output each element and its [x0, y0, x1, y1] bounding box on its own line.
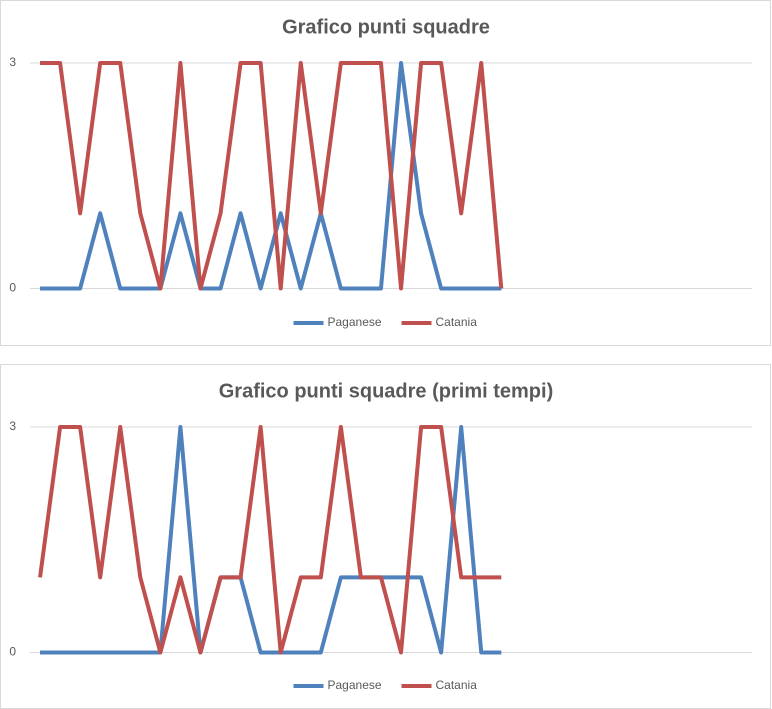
line-series: [40, 425, 502, 655]
y-tick-label: 0: [9, 281, 16, 295]
line-series: [38, 425, 502, 655]
y-tick-label: 3: [9, 55, 16, 69]
legend-label: Paganese: [328, 315, 382, 329]
chart-title: Grafico punti squadre: [282, 16, 490, 38]
chart: Grafico punti squadre 0 3 Paganese Catania: [0, 0, 771, 346]
chart: Grafico punti squadre (primi tempi) 0 3 Pag…: [0, 364, 771, 709]
chart-title: Grafico punti squadre (primi tempi): [219, 380, 553, 402]
legend-label: Catania: [436, 315, 478, 329]
y-tick-label: 0: [9, 645, 16, 659]
chart-border: [0, 364, 771, 709]
line-series: [40, 61, 504, 291]
chart-border: [0, 0, 771, 346]
y-tick-label: 3: [9, 419, 16, 433]
legend-label: Paganese: [328, 678, 382, 692]
line-series: [40, 61, 502, 291]
legend-label: Catania: [436, 678, 478, 692]
